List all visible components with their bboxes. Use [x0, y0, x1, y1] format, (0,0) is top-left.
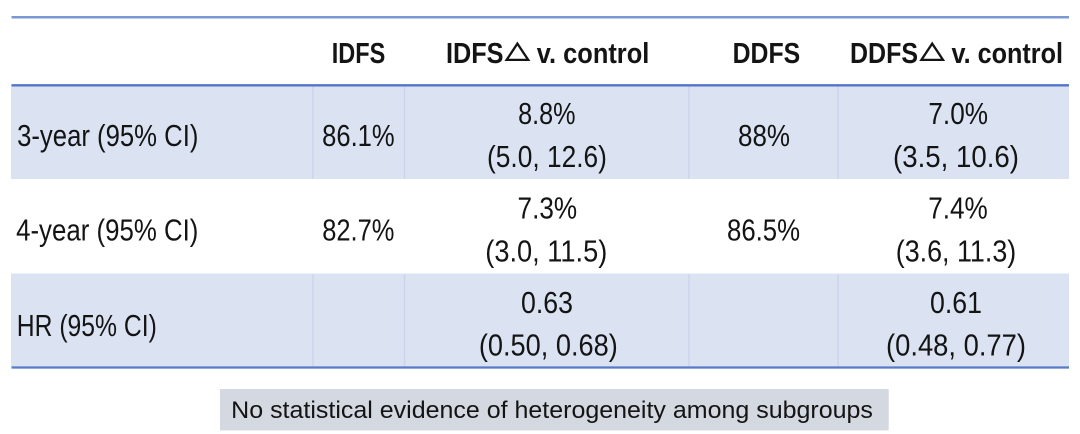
svg-text:0.61: 0.61 — [930, 285, 982, 320]
svg-text:DDFS: DDFS — [850, 38, 918, 70]
svg-text:86.1%: 86.1% — [322, 118, 395, 153]
svg-text:IDFS: IDFS — [332, 38, 386, 70]
svg-text:(0.50, 0.68): (0.50, 0.68) — [479, 328, 618, 363]
svg-text:82.7%: 82.7% — [322, 213, 394, 248]
svg-text:7.3%: 7.3% — [518, 190, 578, 225]
svg-text:(5.0, 12.6): (5.0, 12.6) — [487, 139, 607, 174]
svg-text:86.5%: 86.5% — [727, 213, 800, 248]
svg-text:3-year (95% CI): 3-year (95% CI) — [17, 118, 198, 153]
svg-text:(3.6, 11.3): (3.6, 11.3) — [896, 233, 1017, 268]
svg-text:IDFS: IDFS — [446, 38, 504, 70]
svg-text:(3.5, 10.6): (3.5, 10.6) — [893, 139, 1019, 174]
svg-text:v. control: v. control — [537, 38, 650, 70]
svg-text:HR (95% CI): HR (95% CI) — [17, 308, 157, 343]
svg-text:88%: 88% — [738, 118, 790, 153]
svg-text:7.0%: 7.0% — [928, 96, 988, 131]
svg-text:(3.0, 11.5): (3.0, 11.5) — [485, 233, 607, 268]
svg-text:DDFS: DDFS — [733, 38, 801, 70]
svg-text:4-year (95% CI): 4-year (95% CI) — [16, 213, 198, 248]
svg-text:No statistical evidence of het: No statistical evidence of heterogeneity… — [231, 397, 873, 424]
svg-text:0.63: 0.63 — [521, 285, 573, 320]
svg-text:7.4%: 7.4% — [928, 190, 988, 225]
svg-text:8.8%: 8.8% — [518, 96, 575, 131]
svg-text:(0.48, 0.77): (0.48, 0.77) — [886, 328, 1026, 363]
svg-text:v. control: v. control — [952, 38, 1064, 70]
